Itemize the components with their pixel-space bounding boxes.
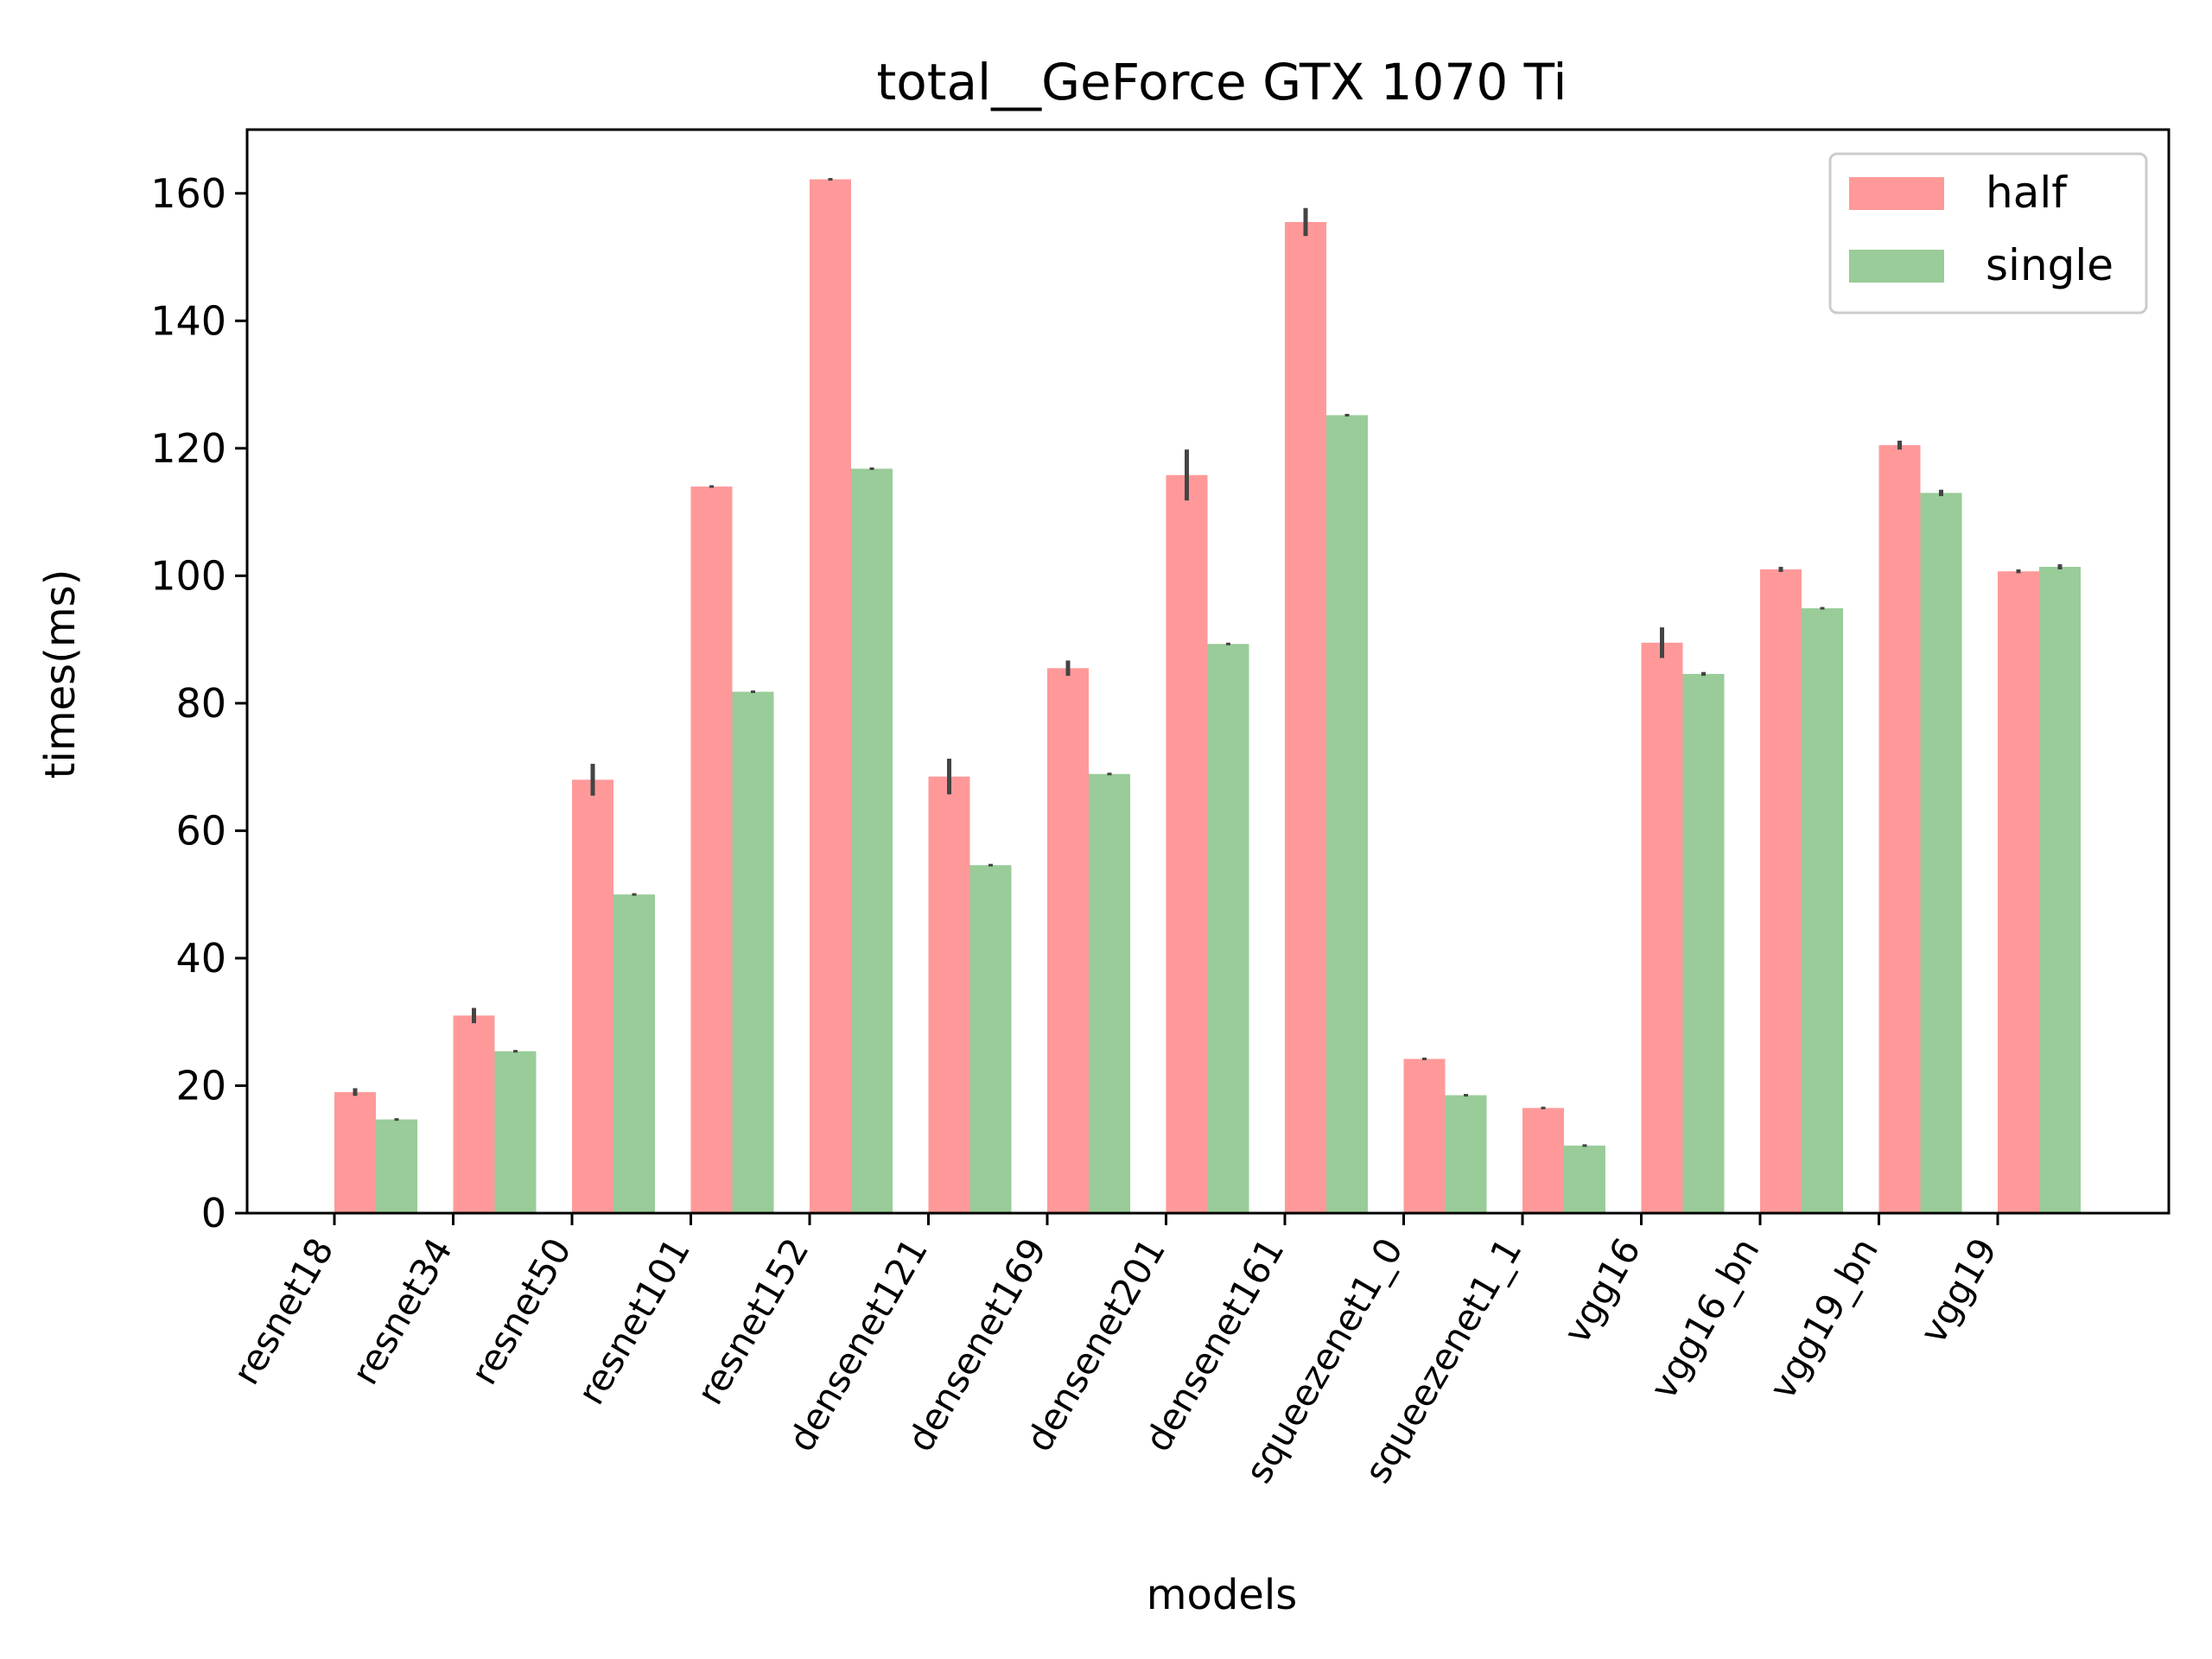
- y-tick-label-160: 160: [150, 170, 226, 217]
- bar-single-vgg16: [1682, 673, 1725, 1213]
- x-tick-label-resnet50: resnet50: [462, 1231, 580, 1392]
- bar-half-densenet169: [1047, 668, 1089, 1213]
- y-tick-label-140: 140: [150, 297, 226, 344]
- bar-half-vgg19: [1998, 571, 2039, 1213]
- legend: half single: [1828, 152, 2148, 315]
- bar-half-densenet121: [928, 776, 970, 1213]
- bar-half-resnet101: [690, 486, 733, 1213]
- bar-single-vgg19: [2039, 567, 2081, 1213]
- legend-swatch-single: [1849, 250, 1944, 283]
- bar-single-densenet169: [1089, 773, 1130, 1213]
- y-tick-label-100: 100: [150, 552, 226, 599]
- y-tick-label-40: 40: [175, 935, 226, 982]
- bar-half-densenet201: [1166, 474, 1208, 1213]
- x-tick-label-resnet18: resnet18: [225, 1231, 342, 1392]
- y-tick-label-80: 80: [175, 680, 226, 727]
- bar-single-squeezenet1_1: [1564, 1145, 1605, 1213]
- bar-half-resnet18: [334, 1091, 376, 1213]
- bar-half-resnet34: [453, 1015, 495, 1213]
- bar-single-densenet201: [1207, 644, 1249, 1213]
- bar-single-resnet50: [613, 894, 655, 1213]
- series-half: [334, 178, 2039, 1213]
- x-tick-label-resnet34: resnet34: [344, 1231, 461, 1392]
- x-tick-label-resnet101: resnet101: [569, 1231, 698, 1412]
- legend-label-half: half: [1986, 168, 2068, 218]
- x-axis-label: models: [1147, 1571, 1297, 1619]
- y-axis: 0 20 40 60 80 100 120 140 160: [150, 170, 247, 1236]
- bar-single-squeezenet1_0: [1445, 1095, 1487, 1213]
- bar-half-vgg19_bn: [1878, 445, 1921, 1213]
- bar-half-vgg16_bn: [1760, 569, 1802, 1213]
- x-tick-label-vgg19_bn: vgg19_bn: [1761, 1231, 1886, 1407]
- bar-single-densenet161: [1326, 415, 1368, 1213]
- x-tick-label-vgg16: vgg16: [1555, 1231, 1649, 1351]
- plot-frame: [245, 128, 2171, 1215]
- bar-single-resnet152: [851, 468, 893, 1213]
- y-tick-label-120: 120: [150, 425, 226, 472]
- x-axis: resnet18 resnet34 resnet50resnet101resnet1…: [225, 1213, 2005, 1490]
- bar-single-vgg19_bn: [1920, 493, 1962, 1213]
- x-tick-label-vgg19: vgg19: [1911, 1231, 2005, 1351]
- bar-half-squeezenet1_1: [1522, 1108, 1564, 1213]
- y-axis-label: times(ms): [36, 569, 85, 779]
- y-tick-label-20: 20: [175, 1062, 226, 1109]
- legend-swatch-half: [1849, 177, 1944, 210]
- bar-single-resnet18: [376, 1119, 417, 1213]
- chart-title: total__GeForce GTX 1070 Ti: [877, 53, 1567, 111]
- y-tick-label-60: 60: [175, 807, 226, 854]
- bar-single-resnet101: [732, 691, 774, 1213]
- bar-half-densenet161: [1285, 221, 1326, 1213]
- bar-single-densenet121: [969, 865, 1012, 1213]
- bar-single-resnet34: [494, 1051, 537, 1213]
- bar-half-squeezenet1_0: [1403, 1058, 1446, 1213]
- bar-half-resnet50: [572, 779, 613, 1213]
- x-tick-label-resnet152: resnet152: [689, 1231, 817, 1412]
- x-tick-label-vgg16_bn: vgg16_bn: [1642, 1231, 1767, 1407]
- y-tick-label-0: 0: [201, 1190, 226, 1236]
- bar-single-vgg16_bn: [1802, 607, 1843, 1213]
- legend-label-single: single: [1986, 240, 2113, 290]
- bar-half-resnet152: [810, 179, 851, 1213]
- series-single: [376, 413, 2081, 1213]
- bar-half-vgg16: [1641, 642, 1683, 1213]
